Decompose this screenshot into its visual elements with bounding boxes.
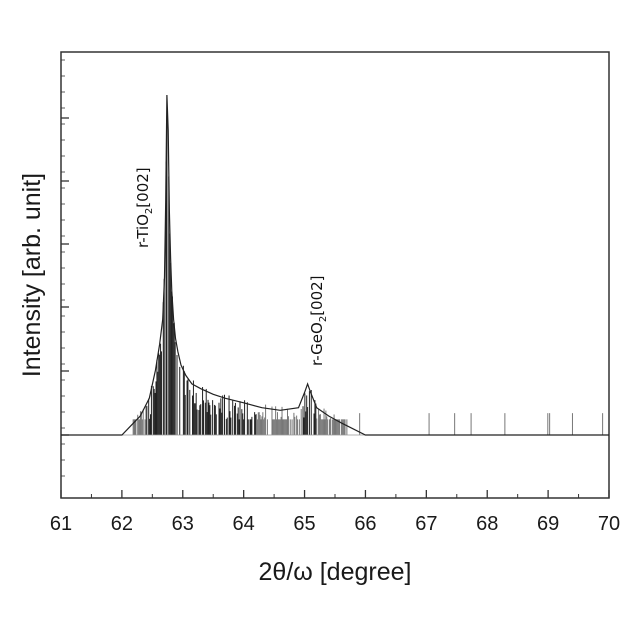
x-axis-title: 2θ/ω [degree] bbox=[259, 558, 412, 586]
x-tick-label: 66 bbox=[354, 513, 376, 535]
noise-spikes bbox=[61, 116, 609, 435]
x-tick-label: 63 bbox=[172, 513, 194, 535]
x-tick-label: 61 bbox=[50, 513, 72, 535]
x-tick-label: 69 bbox=[537, 513, 559, 535]
annotation-tio2: r-TiO2[002] bbox=[134, 167, 155, 248]
x-tick-label: 68 bbox=[476, 513, 498, 535]
x-tick-label: 67 bbox=[415, 513, 437, 535]
x-ticks bbox=[61, 490, 609, 498]
y-axis-title: Intensity [arb. unit] bbox=[18, 173, 46, 377]
x-tick-label: 70 bbox=[598, 513, 620, 535]
x-tick-label: 64 bbox=[233, 513, 255, 535]
x-tick-label: 62 bbox=[111, 513, 133, 535]
x-tick-labels: 61 62 63 64 65 66 67 68 69 70 bbox=[50, 513, 620, 535]
x-tick-label: 65 bbox=[293, 513, 315, 535]
y-ticks bbox=[61, 60, 69, 476]
annotation-geo2: r-GeO2[002] bbox=[308, 275, 329, 366]
series-line bbox=[61, 95, 609, 435]
